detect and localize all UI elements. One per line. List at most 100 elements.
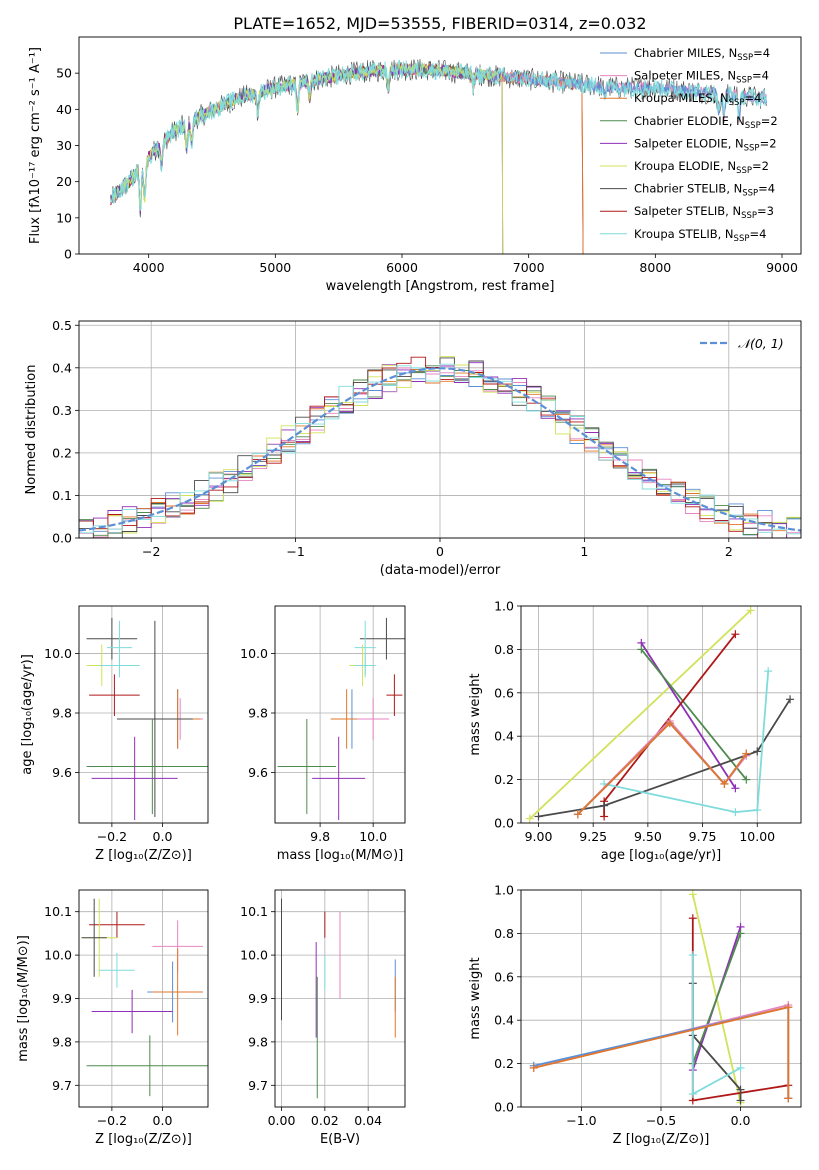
weight-marker	[742, 749, 751, 758]
legend-entry: Kroupa MILES, NSSP=4	[634, 91, 761, 108]
weight-vs-Z-frame	[520, 889, 802, 1108]
errorbar-point	[357, 698, 390, 740]
spectrum-xtick-label: 6000	[386, 260, 418, 275]
age-vs-Z-frame	[78, 605, 209, 824]
errorbar-point	[91, 989, 173, 1034]
weight-vs-Z-panel: −1.0 −0.5 0.0 0.0 0.2 0.4 0.6 0.8 1.0 Z [log₁₀(Z/…	[468, 883, 802, 1147]
weight-marker	[688, 914, 697, 923]
mass-vs-EBV-frame	[274, 889, 406, 1108]
residuals-xlabel: (data-model)/error	[380, 563, 501, 578]
weight-vs-age-xlabel: age [log₁₀(age/yr)]	[601, 848, 722, 863]
weight-marker	[573, 810, 582, 819]
weight-vs-age-frame	[520, 605, 802, 824]
residuals-xtick-label: 1	[580, 544, 588, 559]
mass-vs-EBV-plot-area	[281, 898, 396, 1099]
mass-vs-Z-grid	[79, 890, 208, 1107]
mass-vs-EBV-panel: 0.00 0.02 0.04 9.7 9.8 9.9 10.0 10.1 E(B-V)	[240, 889, 406, 1147]
errorbar-point	[354, 653, 376, 678]
weight-marker	[746, 606, 755, 615]
errorbar-point	[277, 718, 337, 815]
legend-entry-sub: SSP	[741, 211, 757, 221]
legend-entry-sub: SSP	[742, 189, 758, 199]
legend-entry-sub: SSP	[736, 166, 752, 176]
spectrum-xtick-label: 5000	[259, 260, 291, 275]
legend-entry-sub: SSP	[734, 234, 750, 244]
weight-marker	[688, 890, 697, 899]
mass-vs-Z-panel: −0.2 0.0 9.7 9.8 9.9 10.0 10.1 Z [log₁₀(Z/Z⊙)] m…	[16, 889, 209, 1147]
residuals-ytick-label: 0.5	[52, 318, 72, 333]
legend-entry: Chabrier MILES, NSSP=4	[634, 46, 770, 63]
weight-marker	[637, 645, 646, 654]
residuals-ytick-label: 0.4	[52, 360, 72, 375]
weight-vs-Z-ylabel: mass weight	[468, 957, 483, 1039]
errorbar-point	[81, 898, 107, 977]
weight-line-kroupa-miles	[577, 721, 748, 815]
residuals-xtick-label: 0	[436, 544, 444, 559]
age-vs-mass-ytick-label: 9.8	[248, 706, 268, 721]
mass-vs-EBV-ytick-label: 10.0	[240, 948, 268, 963]
weight-vs-Z-ytick-label: 0.2	[494, 1056, 514, 1071]
legend-entry: Kroupa STELIB, NSSP=4	[634, 227, 766, 244]
mass-vs-EBV-xlabel: E(B-V)	[320, 1132, 360, 1147]
legend-entry: Chabrier ELODIE, NSSP=2	[634, 114, 778, 131]
errorbar-point	[359, 617, 405, 660]
age-vs-mass-plot-area	[277, 617, 405, 821]
mass-vs-Z-ytick-label: 10.1	[44, 904, 72, 919]
residuals-xtick-label: 2	[725, 544, 733, 559]
spectrum-frame	[78, 36, 802, 255]
mass-vs-Z-ylabel: mass [log₁₀(M/M⊙)]	[16, 935, 31, 1062]
legend-entry-label: Chabrier MILES, N	[634, 46, 737, 60]
age-vs-Z-panel: −0.2 0.0 9.6 9.8 10.0 Z [log₁₀(Z/Z⊙)] age [log…	[20, 605, 209, 863]
spectrum-xlabel: wavelength [Angstrom, rest frame]	[326, 279, 555, 294]
legend-entry-sub: SSP	[745, 121, 761, 131]
residuals-frame	[78, 320, 802, 539]
weight-marker	[688, 951, 697, 960]
weight-vs-Z-xlabel: Z [log₁₀(Z/Z⊙)]	[613, 1132, 710, 1147]
mass-vs-Z-ytick-label: 10.0	[44, 948, 72, 963]
legend-entry-label: Salpeter ELODIE, N	[634, 136, 744, 150]
weight-marker	[736, 1063, 745, 1072]
legend-entry-label: Chabrier ELODIE, N	[634, 114, 745, 128]
spectrum-panel: 4000 5000 6000 7000 8000 9000 0 10 20 30 40 50 wavel…	[28, 36, 802, 294]
legend-entry: Kroupa ELODIE, NSSP=2	[634, 159, 769, 176]
weight-marker	[600, 801, 609, 810]
weight-vs-Z-plot-area	[529, 890, 793, 1107]
legend-entry-count: =4	[758, 182, 775, 196]
spectrum-xtick-label: 4000	[133, 260, 165, 275]
legend-entry-count: =3	[757, 204, 774, 218]
spectrum-ytick-label: 30	[56, 138, 72, 153]
mass-vs-EBV-ytick-label: 10.1	[240, 904, 268, 919]
weight-marker	[665, 719, 674, 728]
age-vs-Z-plot-area	[86, 617, 208, 821]
spectrum-line-kroupa-stelib	[110, 59, 767, 212]
weight-vs-age-ytick-label: 0.2	[494, 772, 514, 787]
age-vs-Z-ytick-label: 9.6	[52, 765, 72, 780]
legend-entry-count: =2	[760, 136, 777, 150]
residuals-ylabel: Normed distribution	[24, 365, 39, 495]
age-vs-Z-grid	[79, 606, 208, 823]
mass-vs-Z-plot-area	[81, 898, 208, 1097]
legend-entry: Salpeter STELIB, NSSP=3	[634, 204, 774, 221]
mass-vs-EBV-ytick-label: 9.8	[248, 1034, 268, 1049]
mass-vs-Z-frame	[78, 889, 209, 1108]
errorbar-point	[99, 952, 135, 988]
histogram-kroupa-stelib	[79, 363, 801, 538]
legend-entry-label: Chabrier STELIB, N	[634, 182, 742, 196]
errorbar-point	[86, 617, 138, 660]
weight-vs-age-xtick-label: 10.00	[739, 829, 775, 844]
weight-vs-Z-ytick-label: 0.8	[494, 926, 514, 941]
age-vs-mass-ytick-label: 10.0	[240, 646, 268, 661]
legend-entry-sub: SSP	[744, 143, 760, 153]
legend-entry: Salpeter MILES, NSSP=4	[634, 69, 769, 86]
weight-marker	[731, 808, 740, 817]
residuals-ytick-label: 0.0	[52, 531, 72, 546]
weight-vs-age-ytick-label: 1.0	[494, 599, 514, 614]
residuals-ytick-label: 0.3	[52, 403, 72, 418]
weight-marker	[688, 1089, 697, 1098]
weight-vs-age-ytick-label: 0.8	[494, 642, 514, 657]
spectrum-xtick-label: 8000	[639, 260, 671, 275]
errorbar-point	[86, 1035, 208, 1097]
mass-vs-Z-ytick-label: 9.7	[52, 1078, 72, 1093]
spectrum-ytick-label: 50	[56, 66, 72, 81]
weight-line-chabrier-stelib	[538, 698, 791, 818]
